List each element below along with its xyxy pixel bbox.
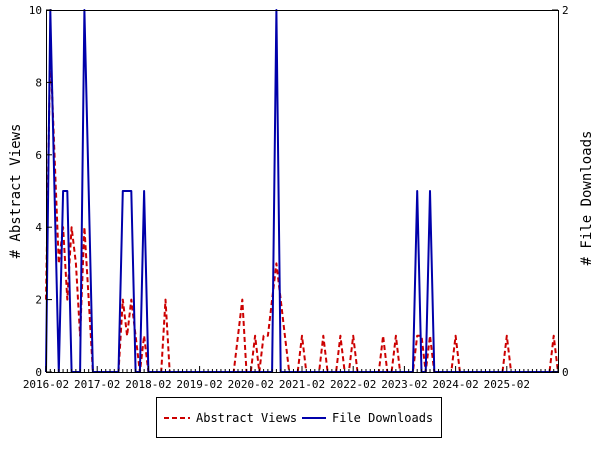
y-left-tick-label: 2 <box>35 294 42 307</box>
x-tick-label: 2023-02 <box>381 378 427 391</box>
y-axis-left: 0 2 4 6 8 10 <box>29 4 52 379</box>
x-tick-label: 2018-02 <box>125 378 171 391</box>
x-axis: 2016-02 2017-02 2018-02 2019-02 2020-02 2021-… <box>23 366 559 391</box>
y-left-tick-label: 10 <box>29 4 42 17</box>
y-left-tick-label: 4 <box>35 221 42 234</box>
legend-label-abstract-views: Abstract Views <box>196 411 297 425</box>
x-tick-label: 2022-02 <box>330 378 376 391</box>
x-tick-label: 2016-02 <box>23 378 69 391</box>
plot-frame <box>46 10 559 373</box>
plot-lines <box>45 9 559 373</box>
y-right-tick-label: 2 <box>562 4 569 17</box>
x-tick-label: 2020-02 <box>228 378 274 391</box>
x-tick-label: 2019-02 <box>176 378 222 391</box>
legend: Abstract Views File Downloads <box>156 397 442 438</box>
legend-label-file-downloads: File Downloads <box>332 411 433 425</box>
y-left-tick-label: 8 <box>35 76 42 89</box>
x-tick-label: 2021-02 <box>279 378 325 391</box>
legend-box <box>156 397 442 438</box>
y-left-tick-label: 0 <box>35 366 42 379</box>
y-axis-left-title: # Abstract Views <box>8 124 24 259</box>
x-tick-label: 2025-02 <box>484 378 530 391</box>
x-tick-label: 2024-02 <box>432 378 478 391</box>
series-line-file-downloads <box>45 9 558 373</box>
y-right-tick-label: 0 <box>562 366 569 379</box>
x-tick-label: 2017-02 <box>74 378 120 391</box>
y-left-tick-label: 6 <box>35 149 42 162</box>
y-axis-right: 02 <box>552 4 569 379</box>
y-axis-right-title: # File Downloads <box>579 131 595 266</box>
